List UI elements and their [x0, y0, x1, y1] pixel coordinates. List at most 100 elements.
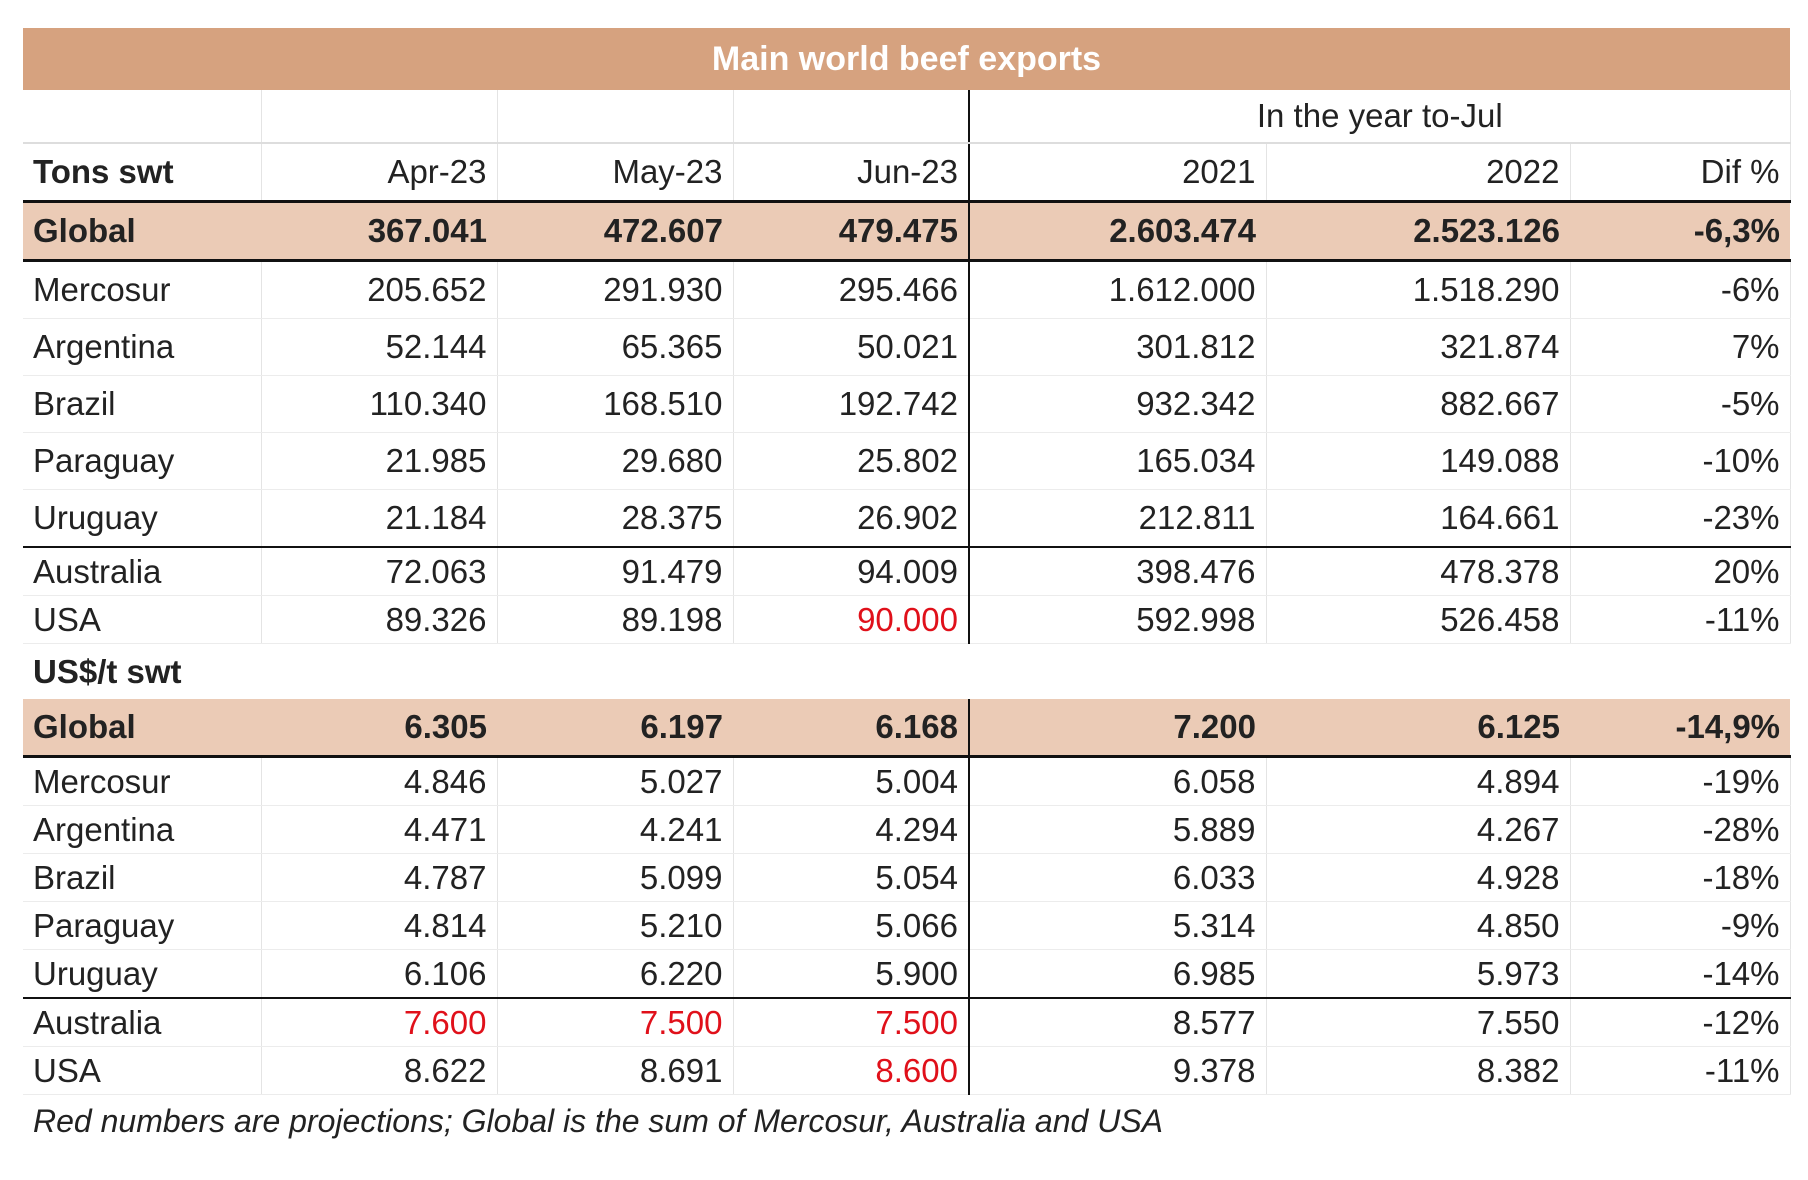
cell-may-23: May-23 [497, 143, 734, 203]
cell-may-23 [497, 90, 734, 144]
cell-2021: 5.889 [969, 805, 1267, 854]
cell-dif-: -14% [1570, 949, 1791, 999]
cell-2021: 2021 [969, 143, 1267, 203]
row-label: Uruguay [23, 949, 262, 999]
cell-may-23: 28.375 [497, 489, 734, 548]
row-label: Mercosur [23, 260, 262, 319]
cell-dif-: -23% [1570, 489, 1791, 548]
cell-dif-: -5% [1570, 375, 1791, 433]
cell-apr-23: 21.985 [261, 432, 498, 490]
cell-dif-: -14,9% [1570, 699, 1791, 758]
period-header-row: In the year to-Jul [23, 90, 1791, 144]
row-label: Global [23, 201, 261, 262]
cell-2022: 149.088 [1266, 432, 1571, 490]
cell-2022: 4.894 [1266, 756, 1571, 806]
cell-2022: 5.973 [1266, 949, 1571, 999]
cell-may-23: 91.479 [497, 546, 734, 596]
cell-2021: 592.998 [969, 595, 1267, 644]
cell-apr-23: 89.326 [261, 595, 498, 644]
table-row: Uruguay 21.184 28.375 26.902 212.811 164.661-… [23, 489, 1791, 548]
cell-dif-: -12% [1570, 997, 1791, 1047]
cell-2022: 2022 [1266, 143, 1571, 203]
cell-apr-23: 8.622 [261, 1046, 498, 1095]
cell-jun-23: 6.168 [733, 699, 970, 758]
cell-2021: 212.811 [969, 489, 1267, 548]
cell-apr-23: 21.184 [261, 489, 498, 548]
cell-2022: 8.382 [1266, 1046, 1571, 1095]
cell-2022: 6.125 [1266, 699, 1570, 758]
row-label: Paraguay [23, 901, 262, 950]
row-label: Mercosur [23, 756, 262, 806]
cell-may-23: 89.198 [497, 595, 734, 644]
cell-dif-: -10% [1570, 432, 1791, 490]
cell-apr-23: 4.471 [261, 805, 498, 854]
cell-may-23: 5.027 [497, 756, 734, 806]
cell-2021: 8.577 [969, 997, 1267, 1047]
cell-2021: 932.342 [969, 375, 1267, 433]
cell-apr-23 [261, 90, 498, 144]
cell-jun-23: 5.004 [733, 756, 970, 806]
cell-jun-23: 4.294 [733, 805, 970, 854]
cell-dif-: 20% [1570, 546, 1791, 596]
cell-dif-: -18% [1570, 853, 1791, 902]
cell-may-23: 6.197 [497, 699, 733, 758]
table-row: Mercosur 4.846 5.027 5.004 6.058 4.894 -19% [23, 756, 1791, 806]
table-row: USA 8.622 8.691 8.600 9.378 8.382 -11% [23, 1046, 1791, 1095]
beef-exports-table: In the year to-Jul Tons swt Apr-23 May-23 Ju… [23, 90, 1791, 1095]
cell-dif-: -11% [1570, 1046, 1791, 1095]
cell-may-23: 6.220 [497, 949, 734, 999]
cell-may-23: 5.210 [497, 901, 734, 950]
table-row: Brazil 110.340 168.510 192.742 932.342 882.66… [23, 375, 1791, 433]
cell-2022: 7.550 [1266, 997, 1571, 1047]
table-row: Argentina 52.144 65.365 50.021 301.812 321.87… [23, 318, 1791, 376]
cell-jun-23: 479.475 [733, 201, 970, 262]
cell-apr-23: Apr-23 [261, 143, 498, 203]
cell-apr-23: 4.814 [261, 901, 498, 950]
cell-dif-: -6% [1570, 260, 1791, 319]
row-label: Argentina [23, 805, 262, 854]
price-section-label: US$/t swt [33, 652, 182, 690]
cell-may-23: 168.510 [497, 375, 734, 433]
row-label: Brazil [23, 853, 262, 902]
table-row: Brazil 4.787 5.099 5.054 6.033 4.928 -18% [23, 853, 1791, 902]
cell-dif-: -9% [1570, 901, 1791, 950]
cell-2021: 7.200 [969, 699, 1266, 758]
row-label: Argentina [23, 318, 262, 376]
cell-apr-23: 7.600 [261, 997, 498, 1047]
cell-jun-23: 5.066 [733, 901, 970, 950]
cell-2022: 526.458 [1266, 595, 1571, 644]
table-row: Australia 7.600 7.500 7.500 8.577 7.550 -12% [23, 997, 1791, 1047]
cell-jun-23 [733, 90, 970, 144]
table-row: Paraguay 21.985 29.680 25.802 165.034 149.088… [23, 432, 1791, 490]
cell-2022: 164.661 [1266, 489, 1571, 548]
cell-jun-23: 5.054 [733, 853, 970, 902]
cell-2021: 6.033 [969, 853, 1267, 902]
cell-2021: 1.612.000 [969, 260, 1267, 319]
footnote: Red numbers are projections; Global is t… [33, 1103, 1163, 1139]
row-label: Paraguay [23, 432, 262, 490]
row-label: Global [23, 699, 261, 758]
cell-dif-: 7% [1570, 318, 1791, 376]
cell-jun-23: 90.000 [733, 595, 970, 644]
table-row: Australia 72.063 91.479 94.009 398.476 478.37… [23, 546, 1791, 596]
row-label [23, 90, 262, 144]
cell-2022: 2.523.126 [1266, 201, 1570, 262]
column-header-row: Tons swt Apr-23 May-23 Jun-23 2021 2022 Dif % [23, 143, 1791, 203]
cell-2022: 4.928 [1266, 853, 1571, 902]
row-label: Australia [23, 546, 262, 596]
global-row: Global 6.305 6.197 6.168 7.200 6.125 -14,9% [23, 699, 1791, 758]
section-row: US$/t swt [23, 644, 1790, 700]
cell-dif-: -28% [1570, 805, 1791, 854]
cell-may-23: 291.930 [497, 260, 734, 319]
cell-jun-23: 94.009 [733, 546, 970, 596]
cell-jun-23: 26.902 [733, 489, 970, 548]
cell-apr-23: 6.305 [261, 699, 497, 758]
beef-exports-table-container: Main world beef exports In the year to-J… [23, 28, 1791, 1148]
global-row: Global 367.041 472.607 479.475 2.603.474 2.52… [23, 201, 1791, 262]
cell-2021: 301.812 [969, 318, 1267, 376]
cell-2021: 6.985 [969, 949, 1267, 999]
cell-2021: 6.058 [969, 756, 1267, 806]
cell-apr-23: 6.106 [261, 949, 498, 999]
period-header: In the year to-Jul [969, 90, 1791, 144]
cell-apr-23: 367.041 [261, 201, 497, 262]
